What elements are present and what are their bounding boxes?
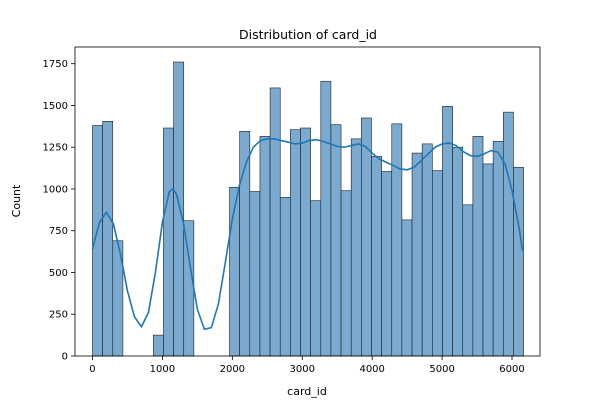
histogram-bar-7 [229,187,240,357]
histogram-bar-27 [432,170,443,357]
histogram-bar-17 [330,124,342,357]
histogram-bar-33 [492,141,504,357]
histogram-bar-18 [340,190,352,357]
x-tick-label: 5000 [429,364,454,375]
histogram-bar-9 [249,191,261,357]
histogram-bar-11 [269,87,281,357]
y-tick-label: 500 [49,268,68,279]
histogram-bar-6 [183,220,195,357]
histogram-bar-10 [259,136,271,357]
histogram-bar-35 [513,166,524,357]
x-tick-label: 4000 [359,364,384,375]
histogram-bar-3 [153,334,164,357]
histogram-bar-31 [472,136,484,357]
histogram-bar-21 [371,156,382,357]
histogram-bar-4 [163,127,174,357]
histogram-bars [92,61,524,357]
histogram-bar-29 [452,146,464,357]
histogram-bar-15 [310,200,322,357]
x-tick-label: 1000 [150,364,175,375]
histogram-bar-23 [391,123,403,357]
y-tick-label: 1000 [43,184,68,195]
histogram-bar-13 [290,129,301,357]
histogram-bar-20 [361,117,372,357]
y-tick-label: 1500 [43,101,68,112]
histogram-bar-26 [421,143,433,357]
x-tick-label: 2000 [220,364,245,375]
y-tick-label: 0 [62,352,68,363]
kde-curve [91,138,524,331]
histogram-bar-1 [102,121,114,357]
histogram-bar-32 [482,163,494,357]
histogram-bar-16 [320,80,332,357]
histogram-bar-34 [502,111,514,357]
histogram-bar-19 [350,138,362,357]
histogram-bar-12 [279,197,291,357]
y-axis: 0 250 500 750 1000 1250 1500 1750 [43,59,75,363]
x-tick-label: 6000 [499,364,524,375]
histogram-bar-5 [173,61,185,357]
x-axis: 0 1000 2000 3000 4000 5000 6000 [89,356,525,375]
x-tick-label: 0 [89,364,95,375]
y-tick-label: 1750 [43,59,68,70]
y-tick-label: 250 [49,310,68,321]
x-tick-label: 3000 [290,364,315,375]
histogram-bar-14 [300,127,311,357]
x-axis-label: card_id [287,385,327,398]
histogram-bar-25 [411,152,423,357]
histogram-bar-30 [462,204,474,357]
y-axis-label: Count [10,184,23,217]
plot-frame [74,46,541,357]
histogram-bar-22 [381,171,393,357]
y-tick-label: 750 [49,226,68,237]
chart-title: Distribution of card_id [239,27,377,42]
y-tick-label: 1250 [43,143,68,154]
histogram-bar-24 [401,219,413,357]
